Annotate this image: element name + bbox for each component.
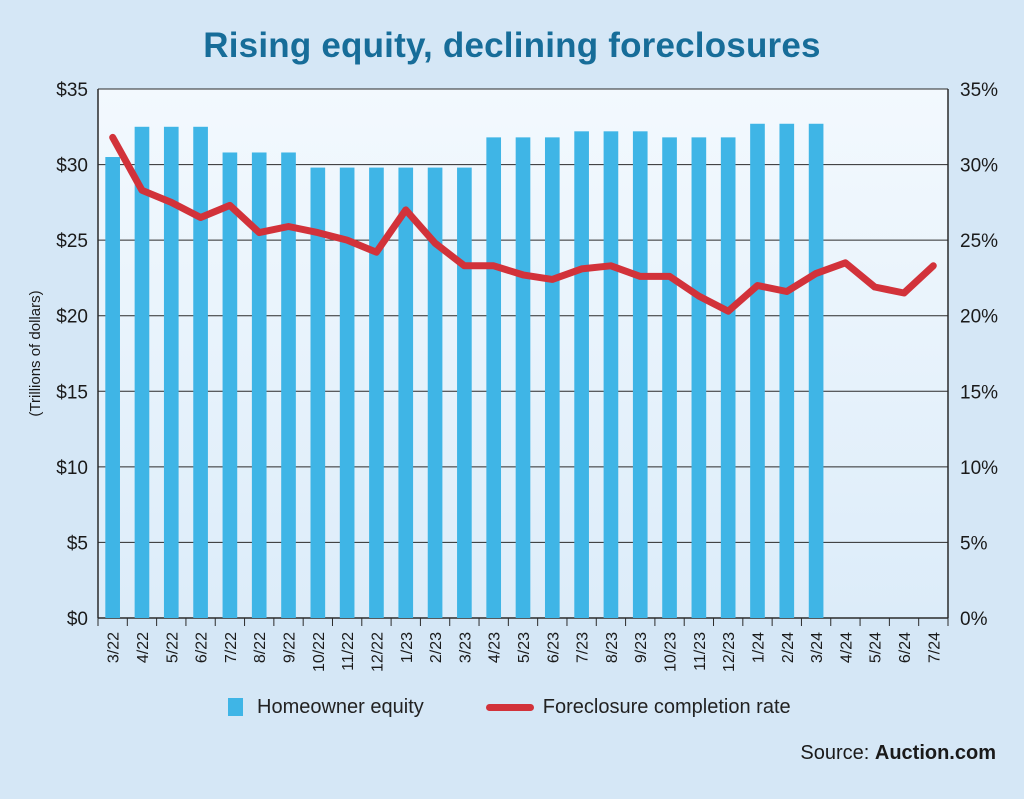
chart-title: Rising equity, declining foreclosures xyxy=(203,26,821,65)
x-tick-label: 5/23 xyxy=(516,632,533,663)
equity-bar xyxy=(779,123,795,619)
equity-bar xyxy=(281,152,296,619)
equity-bar xyxy=(691,137,707,618)
x-tick-label: 9/22 xyxy=(282,632,299,663)
x-tick-label: 5/24 xyxy=(868,632,885,663)
y-tick-label-left: $15 xyxy=(56,382,88,403)
legend-label-foreclosure: Foreclosure completion rate xyxy=(542,695,791,718)
x-tick-label: 8/23 xyxy=(604,632,621,663)
y-tick-label-left: $20 xyxy=(56,307,88,328)
equity-bar xyxy=(750,123,765,619)
legend-label-equity: Homeowner equity xyxy=(257,695,424,718)
x-tick-label: 5/22 xyxy=(164,632,181,663)
x-tick-label: 6/22 xyxy=(194,632,211,663)
x-tick-label: 10/22 xyxy=(311,632,328,672)
x-tick-label: 4/23 xyxy=(487,632,504,663)
x-tick-label: 7/24 xyxy=(926,632,943,663)
x-tick-label: 11/23 xyxy=(692,632,709,671)
x-tick-label: 11/22 xyxy=(340,632,357,671)
equity-bar xyxy=(457,167,472,618)
x-tick-label: 7/22 xyxy=(223,632,240,663)
x-tick-label: 2/24 xyxy=(780,632,797,663)
source-name: Auction.com xyxy=(874,742,996,764)
x-tick-label: 2/23 xyxy=(428,632,445,663)
equity-bar xyxy=(603,131,619,618)
y-tick-label-right: 30% xyxy=(960,156,998,177)
y-tick-label-right: 15% xyxy=(960,382,998,403)
y-tick-label-left: $5 xyxy=(67,533,88,554)
y-tick-label-right: 35% xyxy=(960,80,998,101)
equity-bar xyxy=(310,167,326,618)
x-tick-label: 4/22 xyxy=(135,632,152,663)
x-tick-label: 6/23 xyxy=(545,632,562,663)
y-tick-label-left: $35 xyxy=(56,80,88,101)
y-axis-label: (Trillions of dollars) xyxy=(27,290,44,416)
equity-bar xyxy=(105,157,120,618)
equity-bar xyxy=(515,137,531,618)
equity-bar xyxy=(339,167,355,618)
y-tick-label-left: $30 xyxy=(56,156,88,177)
foreclosure-line xyxy=(109,133,937,315)
legend-swatch-equity xyxy=(228,698,243,716)
equity-bar xyxy=(222,152,238,619)
equity-bar xyxy=(193,126,208,619)
x-tick-label: 3/22 xyxy=(106,632,123,663)
y-tick-label-right: 10% xyxy=(960,458,998,479)
equity-bar xyxy=(369,167,384,618)
y-tick-label-right: 5% xyxy=(960,533,988,554)
equity-bar xyxy=(574,131,589,618)
x-tick-label: 4/24 xyxy=(838,632,855,663)
x-tick-label: 8/22 xyxy=(252,632,269,663)
legend-swatch-foreclosure xyxy=(485,703,534,711)
equity-bar xyxy=(720,137,736,618)
x-tick-label: 10/23 xyxy=(663,632,680,672)
equity-bar xyxy=(427,167,443,618)
equity-bar xyxy=(544,137,560,618)
equity-bar xyxy=(808,123,824,619)
y-tick-label-right: 20% xyxy=(960,307,998,328)
equity-bar xyxy=(662,137,677,618)
x-tick-label: 6/24 xyxy=(897,632,914,663)
x-tick-label: 3/23 xyxy=(457,632,474,663)
x-tick-label: 12/23 xyxy=(721,632,738,672)
x-tick-label: 3/24 xyxy=(809,632,826,663)
x-tick-label: 9/23 xyxy=(633,632,650,663)
x-tick-label: 12/22 xyxy=(369,632,386,672)
y-tick-label-right: 0% xyxy=(960,609,988,630)
y-tick-label-left: $10 xyxy=(56,458,88,479)
legend: Homeowner equity Foreclosure completion … xyxy=(228,694,791,720)
y-tick-label-right: 25% xyxy=(960,231,998,252)
x-tick-label: 7/23 xyxy=(575,632,592,663)
equity-bar xyxy=(398,167,414,618)
source-note: Source: Auction.com xyxy=(800,742,996,765)
x-tick-label: 1/24 xyxy=(750,632,767,663)
y-tick-label-left: $25 xyxy=(56,231,88,252)
equity-bar xyxy=(134,126,150,619)
equity-bar xyxy=(486,137,502,618)
equity-bar xyxy=(251,152,267,619)
source-prefix: Source: xyxy=(800,742,875,764)
y-tick-label-left: $0 xyxy=(67,609,88,630)
x-tick-label: 1/23 xyxy=(399,632,416,663)
equity-bar xyxy=(632,131,648,618)
equity-bar xyxy=(163,126,179,619)
